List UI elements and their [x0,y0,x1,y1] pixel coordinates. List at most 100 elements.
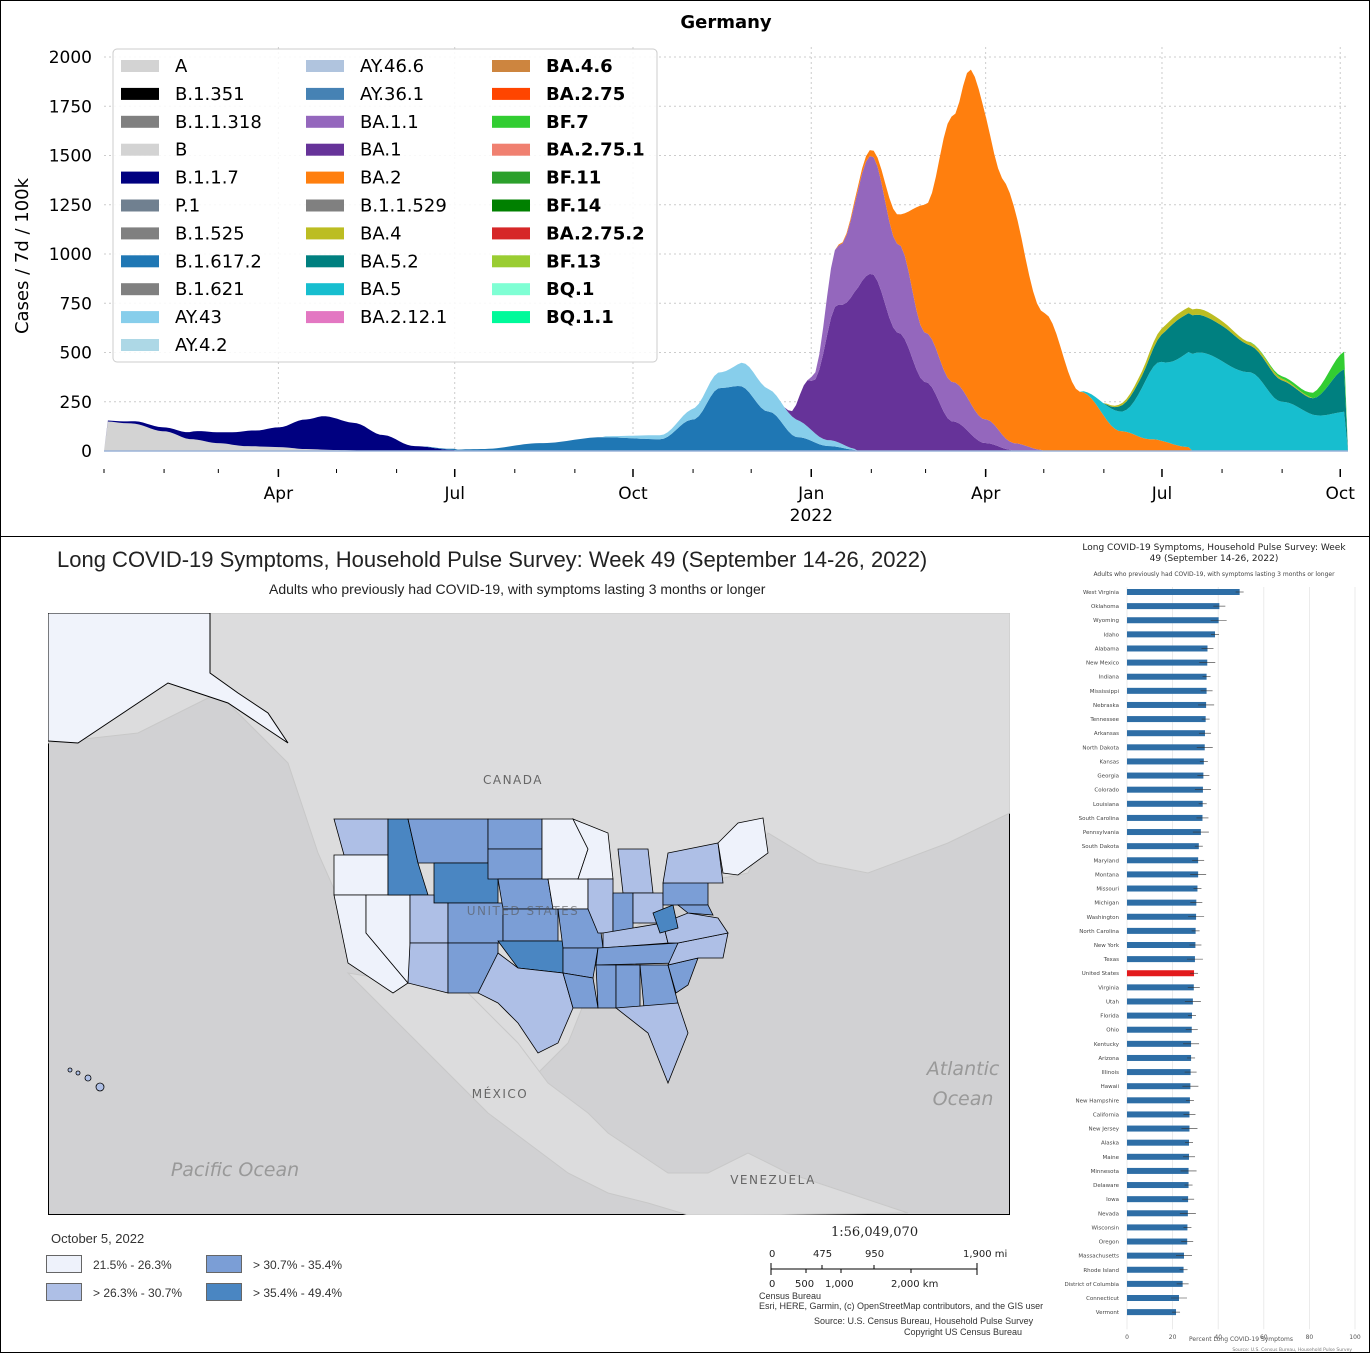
bar-category-label: Louisiana [1093,802,1119,808]
map-subtitle: Adults who previously had COVID-19, with… [269,581,766,597]
state-south-dakota[interactable] [487,848,543,880]
legend-entry: BA.4.6 [546,56,613,77]
bar-category-label: District of Columbia [1064,1282,1119,1288]
bar [1127,1280,1183,1287]
bar [1127,927,1196,934]
label-ocean: Ocean [933,1088,994,1110]
us-choropleth-map[interactable]: CANADA UNITED STATES MÉXICO VENEZUELA At… [48,613,1010,1215]
legend-entry: AY.36.1 [360,84,424,105]
state-florida[interactable] [614,1002,689,1085]
legend-swatch [306,143,344,156]
state-idaho[interactable] [387,818,429,896]
bar [1127,589,1240,595]
state-pennsylvania[interactable] [662,880,709,906]
scale-ratio: 1:56,049,070 [831,1225,919,1240]
legend-label-4: > 35.4% - 49.4% [253,1286,343,1300]
bar [1127,1054,1192,1061]
y-tick-label: 0 [81,442,92,462]
bar-category-label: Texas [1103,957,1119,963]
bar [1127,899,1197,906]
bar [1127,857,1199,864]
x-tick-label: Jan [797,484,824,504]
legend-swatch-4 [206,1283,242,1301]
bar-category-label: California [1093,1112,1119,1118]
legend-swatch [492,87,530,100]
bar-category-label: Oregon [1099,1240,1120,1246]
bar [1127,716,1206,723]
legend-swatch [121,199,159,212]
legend-date: October 5, 2022 [51,1231,145,1246]
x-year-label: 2022 [790,506,833,526]
bar-category-label: South Carolina [1079,816,1119,822]
bar [1127,984,1194,991]
bar [1127,1026,1192,1033]
legend-swatch [306,199,344,212]
bar [1127,942,1196,948]
bar [1127,1097,1190,1104]
legend-entry: BA.2.12.1 [360,307,447,328]
bar-category-label: New Mexico [1086,661,1120,667]
state-maryland[interactable] [676,904,714,916]
legend-entry: BF.11 [546,168,601,189]
bar [1127,1266,1184,1273]
scale-km-1: 500 [795,1279,814,1290]
bar [1127,871,1199,878]
state-oregon[interactable] [333,854,389,896]
bar-category-label: Iowa [1106,1197,1119,1203]
bar-category-label: Vermont [1096,1310,1120,1316]
bar [1127,1224,1188,1231]
state-alabama[interactable] [615,964,641,1009]
legend-swatch [306,115,344,128]
label-pacific: Pacific Ocean [171,1159,299,1181]
y-tick-label: 1250 [49,196,92,216]
legend-swatch-2 [46,1283,82,1301]
state-north-dakota[interactable] [487,818,543,850]
bar-category-label: Missouri [1096,887,1119,893]
state-new-york[interactable] [662,842,724,884]
legend-entry: A [175,56,188,77]
bar [1127,970,1195,977]
bar-x-tick: 40 [1214,1334,1222,1341]
bar-category-label: Mississippi [1090,689,1120,695]
state-montana[interactable] [407,818,489,864]
scale-mi-3: 1,900 mi [963,1249,1007,1260]
bar [1127,1069,1191,1076]
bar-x-axis-label: Percent Long COVID-19 Symptoms [1189,1336,1293,1343]
bar [1127,998,1193,1005]
bar-category-label: Hawaii [1101,1084,1120,1090]
scale-mi-0: 0 [769,1249,775,1260]
x-tick-label: Jul [1151,484,1173,504]
bar-x-tick: 0 [1125,1334,1129,1341]
bar-category-label: Indiana [1099,675,1119,681]
legend-entry: P.1 [175,196,200,217]
state-west-virginia[interactable] [652,904,679,934]
legend-swatch [121,283,159,296]
bar [1127,701,1207,708]
us-states [333,817,769,1085]
legend-label-1: 21.5% - 26.3% [93,1258,172,1272]
bar [1127,786,1203,793]
bar-category-label: New Jersey [1088,1127,1119,1133]
legend-swatch [492,199,530,212]
state-michigan[interactable] [617,848,654,894]
state-new-england[interactable] [717,817,769,876]
state-mississippi[interactable] [595,964,617,1009]
legend-swatch [306,283,344,296]
state-washington[interactable] [333,818,389,856]
bar [1127,730,1205,737]
bar [1127,772,1204,779]
bar [1127,617,1219,624]
bar-series: West Virginia Oklahoma Wyoming Idaho Alabama… [1064,589,1244,1316]
bar-category-label: Wisconsin [1092,1225,1120,1231]
bar-category-label: Delaware [1093,1183,1120,1189]
mexico-land [346,972,909,1215]
area-ba-5 [104,69,1348,451]
bar-category-label: United States [1082,971,1119,977]
bar-x-axis: 0 20 40 60 80 100 [1125,1334,1361,1341]
bar-category-label: Minnesota [1091,1169,1119,1175]
bar-chart-subtitle: Adults who previously had COVID-19, with… [1093,571,1335,578]
state-indiana[interactable] [612,892,634,934]
bar [1127,800,1203,807]
bar-category-label: Arkansas [1094,731,1119,737]
state-texas[interactable] [477,952,574,1054]
